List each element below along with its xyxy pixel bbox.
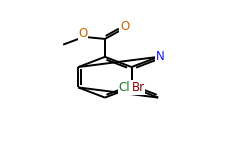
Text: Cl: Cl (118, 81, 130, 94)
Text: N: N (156, 50, 165, 63)
Text: O: O (120, 20, 129, 33)
Text: O: O (78, 27, 88, 40)
Text: Br: Br (132, 81, 145, 94)
